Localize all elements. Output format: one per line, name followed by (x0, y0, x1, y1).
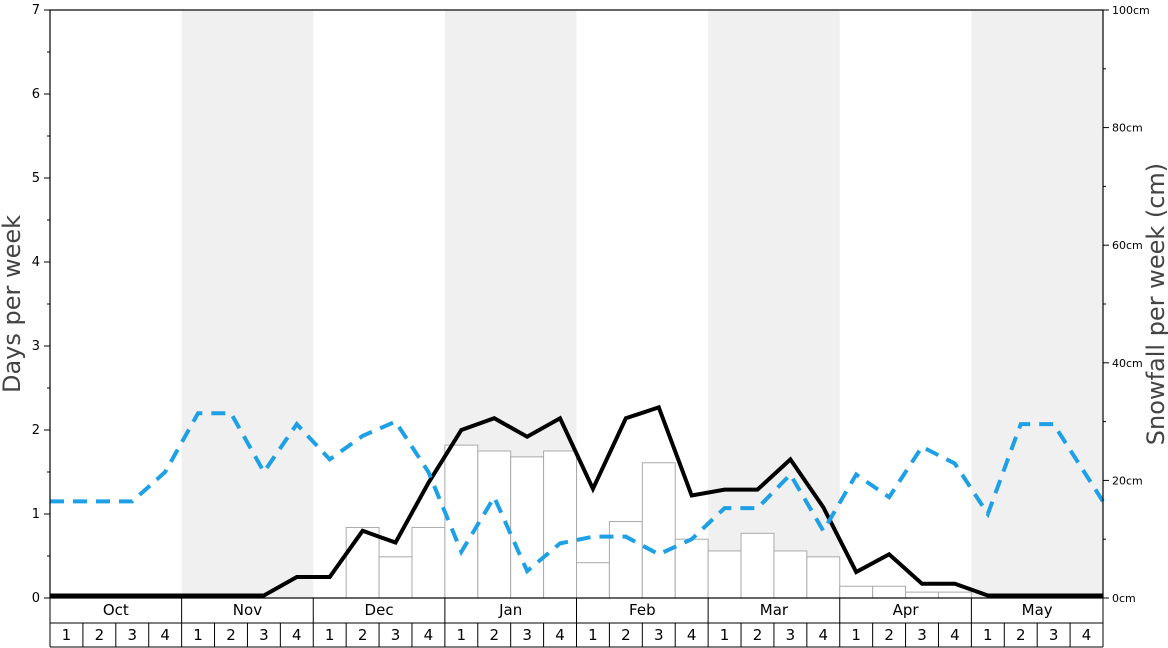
week-label: 2 (884, 626, 894, 644)
right-tick-label: 60cm (1112, 239, 1143, 252)
left-tick-label: 1 (32, 507, 40, 522)
left-tick-label: 5 (32, 171, 40, 186)
snowfall-bar (543, 450, 577, 599)
week-label: 1 (62, 626, 72, 644)
week-label: 4 (424, 626, 434, 644)
y2-axis-label: Snowfall per week (cm) (1142, 163, 1168, 445)
snowfall-bar (806, 556, 841, 599)
week-label: 2 (753, 626, 763, 644)
right-tick-label: 0cm (1112, 592, 1136, 605)
left-tick-label: 4 (32, 255, 40, 270)
week-label: 2 (226, 626, 236, 644)
right-tick-label: 20cm (1112, 474, 1143, 487)
week-label: 3 (1049, 626, 1059, 644)
week-label: 1 (720, 626, 730, 644)
month-shade-nov (181, 10, 314, 598)
snowfall-bar (444, 444, 479, 599)
left-tick-label: 0 (32, 591, 40, 606)
week-label: 4 (555, 626, 565, 644)
month-label: Feb (629, 601, 656, 619)
snowfall-bar (839, 585, 874, 599)
week-label: 1 (457, 626, 467, 644)
month-shading (181, 10, 1103, 598)
snowfall-bar (773, 550, 808, 599)
week-label: 1 (193, 626, 203, 644)
snowfall-bar (411, 526, 446, 599)
snowfall-bar (872, 585, 907, 599)
week-label: 3 (391, 626, 401, 644)
week-label: 4 (819, 626, 829, 644)
week-label: 2 (489, 626, 499, 644)
month-shade-may (971, 10, 1103, 598)
week-label: 2 (1016, 626, 1026, 644)
right-tick-label: 80cm (1112, 122, 1143, 135)
week-label: 4 (292, 626, 302, 644)
snowfall-bar (937, 591, 972, 599)
snowfall-bar (641, 462, 676, 599)
week-label: 3 (654, 626, 664, 644)
week-label: 4 (687, 626, 697, 644)
month-week-axis: Oct 1 2 3 4 Nov 1 2 3 4 Dec 1 2 3 4 Jan 1 2 3 4 Feb 1 2 3 4 Mar 1 2… (49, 598, 1104, 648)
week-label: 1 (325, 626, 335, 644)
y-axis-label: Days per week (0, 215, 26, 393)
week-label: 4 (160, 626, 170, 644)
dashed-series-line (50, 411, 1105, 575)
month-label: Nov (233, 601, 262, 619)
right-axis: 0cm 20cm 40cm 60cm 80cm 100cm (1103, 4, 1150, 605)
week-label: 2 (358, 626, 368, 644)
right-tick-label: 100cm (1112, 4, 1150, 17)
snowfall-bar (345, 526, 380, 599)
week-label: 3 (786, 626, 796, 644)
snowfall-bar (740, 532, 775, 599)
snowfall-bar (674, 538, 709, 599)
week-label: 1 (983, 626, 993, 644)
right-tick-label: 40cm (1112, 357, 1143, 370)
snowfall-bar (576, 562, 610, 599)
week-label: 3 (259, 626, 269, 644)
week-label: 1 (851, 626, 861, 644)
week-label: 1 (588, 626, 598, 644)
month-label: Dec (365, 601, 394, 619)
month-label: Apr (893, 601, 920, 619)
week-label: 3 (522, 626, 532, 644)
week-label: 2 (95, 626, 105, 644)
week-label: 4 (950, 626, 960, 644)
solid-series-line (50, 404, 1103, 598)
snowfall-bar (510, 456, 545, 599)
month-label: Mar (760, 601, 789, 619)
snowfall-bar (608, 521, 643, 599)
left-tick-label: 3 (32, 339, 40, 354)
month-label: Oct (103, 601, 129, 619)
left-tick-label: 2 (32, 423, 40, 438)
series-lines (50, 404, 1105, 598)
snowfall-bar (378, 556, 413, 599)
week-label: 3 (127, 626, 137, 644)
snowfall-bars (345, 444, 972, 599)
left-tick-label: 7 (32, 3, 40, 18)
week-label: 2 (621, 626, 631, 644)
month-label: May (1022, 601, 1053, 619)
snowfall-bar (905, 591, 939, 599)
snowfall-bar (707, 550, 742, 599)
left-axis: 0 1 2 3 4 5 6 7 (32, 3, 50, 606)
week-label: 4 (1082, 626, 1092, 644)
left-tick-label: 6 (32, 87, 40, 102)
month-label: Jan (498, 601, 522, 619)
week-label: 3 (917, 626, 927, 644)
